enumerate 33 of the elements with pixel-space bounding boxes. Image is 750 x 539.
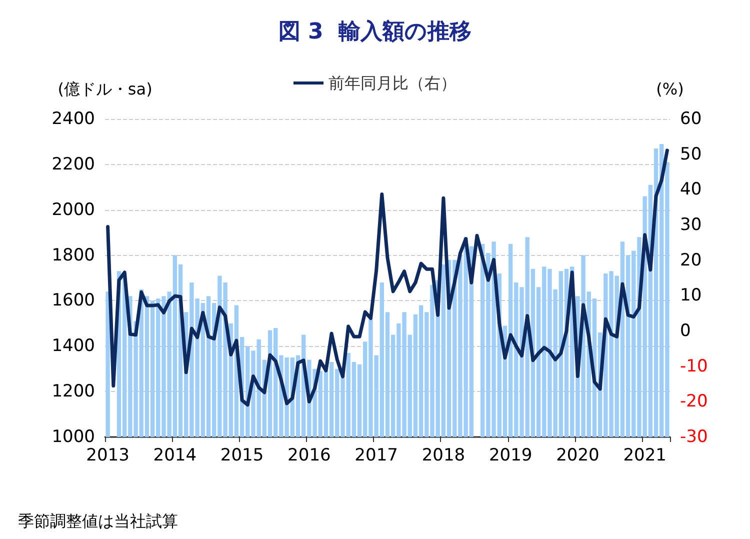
x-tick-label: 2021 — [623, 446, 666, 466]
y-tick-label: 1600 — [52, 290, 95, 311]
y2-tick-label: 10 — [680, 286, 702, 306]
x-tick-label: 2016 — [288, 446, 331, 466]
y-tick-label: 1000 — [52, 427, 95, 447]
x-tick-label: 2017 — [354, 446, 398, 466]
y-tick-label: 2200 — [52, 154, 95, 174]
x-tick-label: 2019 — [488, 446, 532, 466]
y2-tick-label: 0 — [680, 321, 691, 341]
x-tick-label: 2018 — [422, 446, 466, 466]
y2-tick-label: -30 — [680, 427, 708, 447]
x-tick-label: 2015 — [220, 446, 264, 466]
y-tick-label: 1800 — [52, 245, 95, 266]
y2-axis-title: (%) — [656, 80, 684, 98]
y-tick-label: 1400 — [52, 336, 95, 356]
y2-tick-label: 20 — [680, 250, 702, 270]
y-tick-label: 1200 — [52, 382, 95, 402]
line-series — [106, 148, 669, 407]
y2-tick-label: 50 — [680, 144, 702, 164]
x-tick-label: 2014 — [153, 446, 197, 466]
y2-tick-label: 60 — [680, 109, 702, 129]
legend-label: 前年同月比（右） — [328, 74, 456, 92]
chart-title: 図 3 輸入額の推移 — [278, 20, 472, 44]
y2-tick-label: -20 — [680, 392, 708, 412]
text: 季節調整値は当社試算 — [18, 512, 178, 530]
y2-tick-label: 30 — [680, 215, 702, 235]
y-axis-title: (億ドル・sa) — [58, 80, 152, 98]
y2-tick-label: 40 — [680, 180, 702, 200]
y2-tick-label: -10 — [680, 356, 708, 376]
x-tick-label: 2020 — [556, 446, 600, 466]
x-tick-label: 2013 — [86, 446, 130, 466]
y-tick-label: 2400 — [52, 109, 95, 129]
y-tick-label: 2000 — [52, 200, 95, 220]
